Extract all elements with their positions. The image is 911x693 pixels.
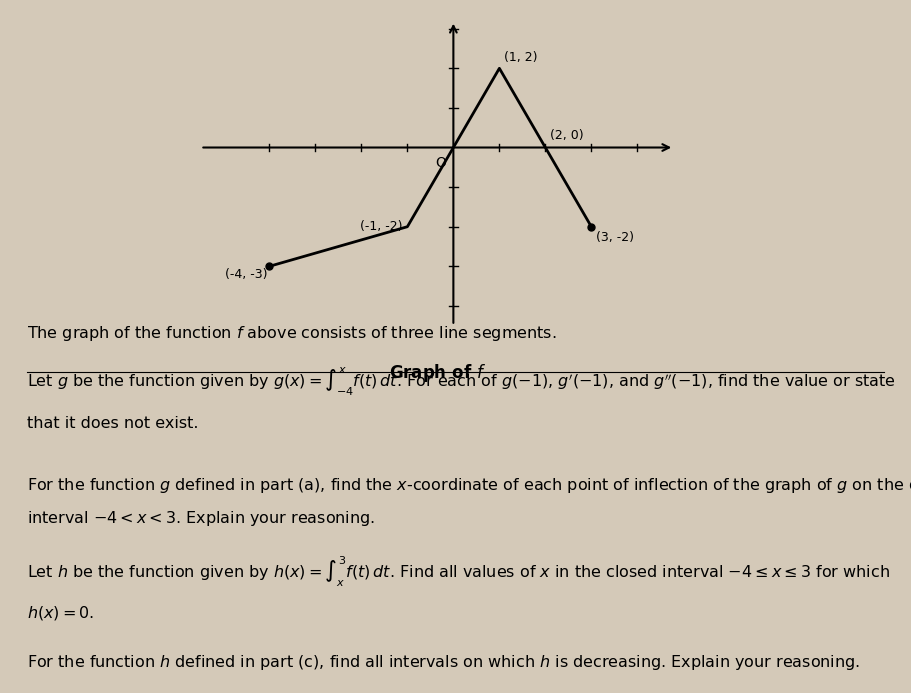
Text: (3, -2): (3, -2) <box>596 231 634 244</box>
Text: that it does not exist.: that it does not exist. <box>27 416 199 431</box>
Text: (-4, -3): (-4, -3) <box>225 268 267 281</box>
Text: (-1, -2): (-1, -2) <box>360 220 403 234</box>
Text: O: O <box>435 155 446 170</box>
Text: interval $-4<x<3$. Explain your reasoning.: interval $-4<x<3$. Explain your reasonin… <box>27 509 375 528</box>
Text: $h(x)=0$.: $h(x)=0$. <box>27 604 95 622</box>
Text: Let $g$ be the function given by $g(x) = \int_{-4}^{x} f(t)\,dt$. For each of $g: Let $g$ be the function given by $g(x) =… <box>27 366 896 398</box>
Text: For the function $g$ defined in part (a), find the $x$-coordinate of each point : For the function $g$ defined in part (a)… <box>27 477 911 495</box>
Text: (1, 2): (1, 2) <box>504 51 537 64</box>
Text: For the function $h$ defined in part (c), find all intervals on which $h$ is dec: For the function $h$ defined in part (c)… <box>27 653 860 672</box>
Text: Graph of $f$: Graph of $f$ <box>389 362 486 385</box>
Text: Let $h$ be the function given by $h(x) = \int_{x}^{3} f(t)\,dt$. Find all values: Let $h$ be the function given by $h(x) =… <box>27 554 890 589</box>
Text: (2, 0): (2, 0) <box>550 129 584 141</box>
Text: The graph of the function $f$ above consists of three line segments.: The graph of the function $f$ above cons… <box>27 324 557 343</box>
